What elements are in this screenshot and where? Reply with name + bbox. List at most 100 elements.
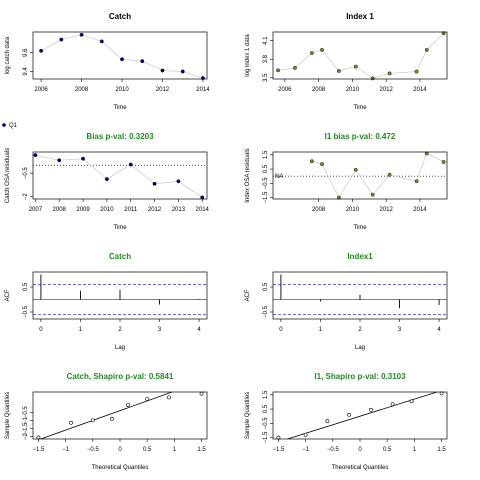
x-tick-label: −1	[302, 447, 310, 453]
y-axis-label: log index 1 data	[245, 34, 251, 77]
y-tick-label: −2	[23, 432, 29, 440]
data-point	[126, 403, 131, 407]
data-point	[414, 69, 419, 74]
x-tick-label: 2007	[29, 207, 43, 213]
plot-frame	[272, 391, 448, 440]
x-tick-label: 0	[39, 327, 43, 333]
data-point	[320, 48, 324, 52]
data-point	[145, 397, 150, 401]
data-point	[200, 195, 205, 200]
data-point	[276, 68, 280, 73]
panel-title: I1, Shapiro p-val: 0.3103	[314, 372, 406, 381]
qq-reference-line	[39, 392, 174, 439]
x-tick-label: 2010	[115, 87, 129, 93]
data-point	[81, 156, 85, 161]
plot-frame	[272, 271, 448, 320]
x-tick-label: −0.5	[87, 447, 100, 453]
data-point	[309, 159, 314, 164]
data-point	[320, 162, 324, 167]
x-tick-label: 2014	[413, 87, 427, 93]
data-point	[180, 69, 185, 74]
panel-catch-fit: Catch Time log catch data 2006 2008 2010 2012 2…	[5, 12, 210, 111]
y-axis-label: log catch data	[5, 36, 11, 74]
x-tick-label: 2010	[346, 87, 360, 93]
y-tick-label: −0.5	[263, 305, 269, 318]
x-tick-label: 2014	[196, 87, 210, 93]
x-tick-label: 1	[79, 327, 83, 333]
data-point	[59, 37, 64, 42]
data-point	[353, 64, 358, 69]
x-axis-label: Theoretical Quantiles	[92, 465, 149, 471]
legend-marker	[2, 123, 6, 127]
panel-title: Catch, Shapiro p-val: 0.5841	[67, 372, 174, 381]
y-tick-label: 3.8	[263, 54, 269, 63]
data-point	[79, 32, 84, 37]
y-tick-label: 4.1	[263, 36, 269, 45]
x-tick-label: 2008	[75, 87, 89, 93]
y-tick-label: 1.5	[263, 390, 269, 399]
series-line	[35, 154, 203, 198]
y-tick-label: 0.5	[263, 164, 269, 173]
data-point	[293, 65, 297, 70]
data-point	[370, 192, 375, 197]
x-tick-label: −1.5	[33, 447, 46, 453]
data-point	[370, 76, 375, 81]
y-tick-label: −1.5	[263, 191, 269, 204]
panel-title: Index 1	[346, 12, 374, 21]
x-tick-label: 4	[197, 327, 201, 333]
y-tick-label: −0.5	[263, 177, 269, 190]
y-tick-label: −0.5	[263, 417, 269, 430]
y-tick-label: 0.5	[23, 282, 29, 291]
data-point	[128, 162, 133, 167]
data-point	[441, 31, 446, 36]
data-point	[167, 395, 171, 400]
y-tick-label: −0.5	[23, 406, 29, 419]
x-tick-label: 2012	[156, 87, 170, 93]
data-point	[39, 48, 43, 53]
x-tick-label: 1	[173, 447, 177, 453]
data-point	[104, 177, 109, 182]
y-axis-label: Catch OSA residuals	[5, 148, 11, 203]
y-tick-label: −1	[23, 416, 29, 424]
x-tick-label: 2010	[100, 207, 114, 213]
plot-frame	[32, 271, 208, 320]
panel-title: Bias p-val: 0.3203	[86, 132, 154, 141]
x-tick-label: 2013	[172, 207, 186, 213]
data-point	[69, 420, 73, 425]
data-point	[176, 179, 181, 184]
x-tick-label: 3	[158, 327, 162, 333]
panel-index-fit: Index 1 Time log index 1 data 2006 2008 2010 2…	[245, 12, 448, 111]
x-tick-label: 2	[118, 327, 122, 333]
na-label: NA	[275, 174, 283, 180]
panel-index-osa: I1 bias p-val: 0.472 Time Index OSA residu…	[245, 132, 448, 231]
x-tick-label: 2008	[53, 207, 67, 213]
x-tick-label: 2008	[312, 87, 326, 93]
data-point	[36, 435, 41, 440]
data-point	[303, 432, 308, 437]
plot-frame	[272, 151, 448, 200]
x-tick-label: 4	[437, 327, 441, 333]
x-tick-label: 2014	[196, 207, 210, 213]
x-tick-label: 0	[279, 327, 283, 333]
y-tick-label: 1.5	[263, 150, 269, 159]
data-point	[368, 407, 373, 412]
y-tick-label: −1.5	[23, 422, 29, 435]
x-axis-label: Time	[113, 105, 127, 111]
panel-index-acf: Index1 Lag ACF 0 1 2 3 4 −0.5 0.5	[245, 252, 448, 351]
x-tick-label: 2012	[148, 207, 162, 213]
panel-catch-qq: Catch, Shapiro p-val: 0.5841 Theoretical …	[5, 372, 208, 471]
x-tick-label: 2012	[380, 207, 394, 213]
x-axis-label: Time	[353, 225, 367, 231]
data-point	[409, 399, 414, 404]
data-point	[160, 68, 165, 73]
x-tick-label: 2011	[124, 207, 138, 213]
plot-frame	[32, 391, 208, 440]
data-point	[309, 51, 314, 55]
x-axis-label: Lag	[355, 345, 365, 351]
data-point	[99, 39, 104, 44]
y-tick-label: 3.5	[263, 73, 269, 82]
x-tick-label: −1	[62, 447, 70, 453]
x-tick-label: 0	[118, 447, 122, 453]
y-axis-label: Sample Quantiles	[5, 392, 11, 439]
